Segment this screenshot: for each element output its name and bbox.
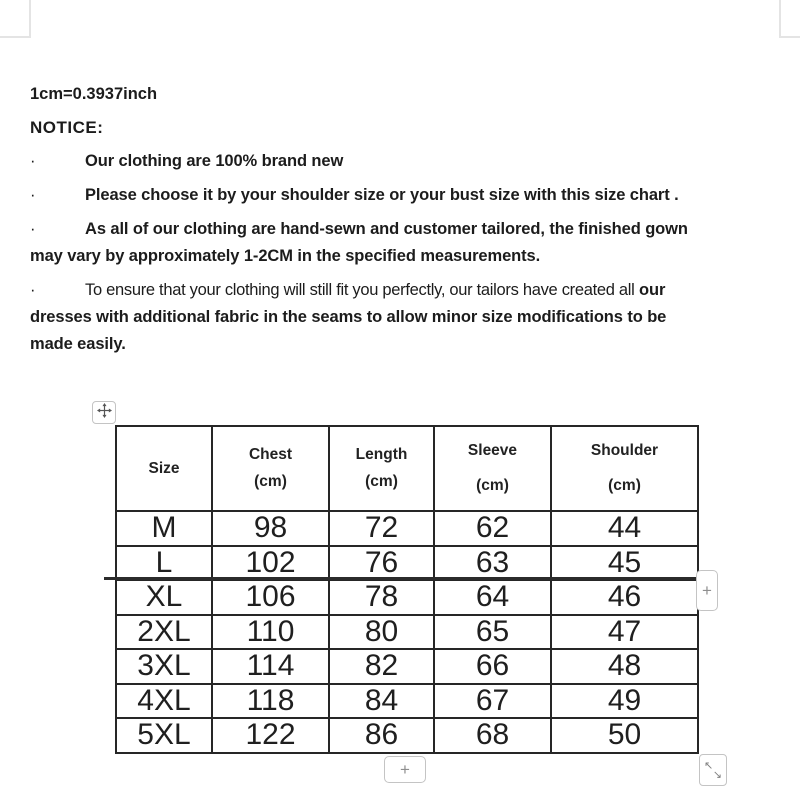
cell-sleeve[interactable]: 67 [433,682,552,719]
cell-chest[interactable]: 114 [211,648,330,685]
table-row: XL 106 78 64 46 [115,579,699,616]
cell-length[interactable]: 72 [328,510,435,547]
column-header-length: Length (cm) [328,425,435,512]
resize-arrow-se-icon: ↘ [712,768,722,781]
bullet-dot: · [30,281,36,299]
cell-chest[interactable]: 118 [211,682,330,719]
cell-sleeve[interactable]: 62 [433,510,552,547]
cell-shoulder[interactable]: 46 [550,579,699,616]
table-row: 5XL 122 86 68 50 [115,717,699,754]
table-row: M 98 72 62 44 [115,510,699,547]
bullet-text: may vary by approximately 1-2CM in the s… [30,247,541,265]
cell-size[interactable]: 4XL [115,682,213,719]
cell-chest[interactable]: 122 [211,717,330,754]
cell-shoulder[interactable]: 48 [550,648,699,685]
add-row-button[interactable]: + [384,756,426,783]
cell-sleeve[interactable]: 66 [433,648,552,685]
cell-length[interactable]: 82 [328,648,435,685]
cell-shoulder[interactable]: 49 [550,682,699,719]
cell-chest[interactable]: 98 [211,510,330,547]
cell-shoulder[interactable]: 50 [550,717,699,754]
cell-length[interactable]: 86 [328,717,435,754]
bullet-text: Please choose it by your shoulder size o… [85,186,679,204]
bullet-text: dresses with additional fabric in the se… [30,308,667,326]
cell-size[interactable]: XL [115,579,213,616]
notice-bullet-2: · Please choose it by your shoulder size … [30,182,775,209]
column-header-size: Size [115,425,213,512]
bullet-text: To ensure that your clothing will still … [85,281,635,299]
bullet-text: our [634,281,666,299]
cell-size[interactable]: 5XL [115,717,213,754]
cell-chest[interactable]: 102 [211,544,330,581]
table-row: 2XL 110 80 65 47 [115,613,699,650]
plus-icon: + [702,580,712,600]
notice-heading: NOTICE: [30,118,104,137]
notice-bullet-4: · To ensure that your clothing will still… [30,277,775,358]
cell-size[interactable]: M [115,510,213,547]
table-row: 4XL 118 84 67 49 [115,682,699,719]
cell-size[interactable]: 3XL [115,648,213,685]
page-corner-mark-top-left [29,0,31,37]
cell-sleeve[interactable]: 68 [433,717,552,754]
page-corner-mark-top-right [779,0,781,37]
bullet-text: Our clothing are 100% brand new [85,152,344,170]
cell-length[interactable]: 84 [328,682,435,719]
notice-bullet-3: · As all of our clothing are hand-sewn an… [30,216,775,270]
conversion-note: 1cm=0.3937inch [30,85,158,103]
move-icon [96,402,112,423]
table-header-row: Size Chest (cm) Length (cm) Sleeve (cm) Sho… [115,425,699,512]
cell-chest[interactable]: 110 [211,613,330,650]
cell-length[interactable]: 80 [328,613,435,650]
cell-size[interactable]: L [115,544,213,581]
cell-chest[interactable]: 106 [211,579,330,616]
notice-bullet-1: · Our clothing are 100% brand new [30,148,775,175]
table-move-handle[interactable] [92,401,116,424]
cell-shoulder[interactable]: 47 [550,613,699,650]
cell-sleeve[interactable]: 65 [433,613,552,650]
bullet-text: As all of our clothing are hand-sewn and… [85,220,688,238]
row-divider-line [104,577,697,580]
cell-sleeve[interactable]: 63 [433,544,552,581]
add-column-button[interactable]: + [696,570,718,611]
table-row: L 102 76 63 45 [115,544,699,581]
bullet-dot: · [30,152,36,170]
size-chart-table: Size Chest (cm) Length (cm) Sleeve (cm) Sho… [115,425,699,754]
bullet-dot: · [30,220,36,238]
cell-shoulder[interactable]: 44 [550,510,699,547]
plus-icon: + [400,759,410,779]
cell-shoulder[interactable]: 45 [550,544,699,581]
resize-arrow-nw-icon: ↖ [704,759,714,772]
cell-sleeve[interactable]: 64 [433,579,552,616]
notice-text-block: 1cm=0.3937inch NOTICE: · Our clothing are… [30,81,775,365]
column-header-chest: Chest (cm) [211,425,330,512]
page-corner-mark-top-right [779,36,800,38]
table-row: 3XL 114 82 66 48 [115,648,699,685]
table-resize-handle[interactable]: ↖ ↘ [699,754,727,786]
bullet-dot: · [30,186,36,204]
cell-size[interactable]: 2XL [115,613,213,650]
column-header-sleeve: Sleeve (cm) [433,425,552,512]
cell-length[interactable]: 76 [328,544,435,581]
page-corner-mark-top-left [0,36,31,38]
cell-length[interactable]: 78 [328,579,435,616]
bullet-text: made easily. [30,335,126,353]
column-header-shoulder: Shoulder (cm) [550,425,699,512]
